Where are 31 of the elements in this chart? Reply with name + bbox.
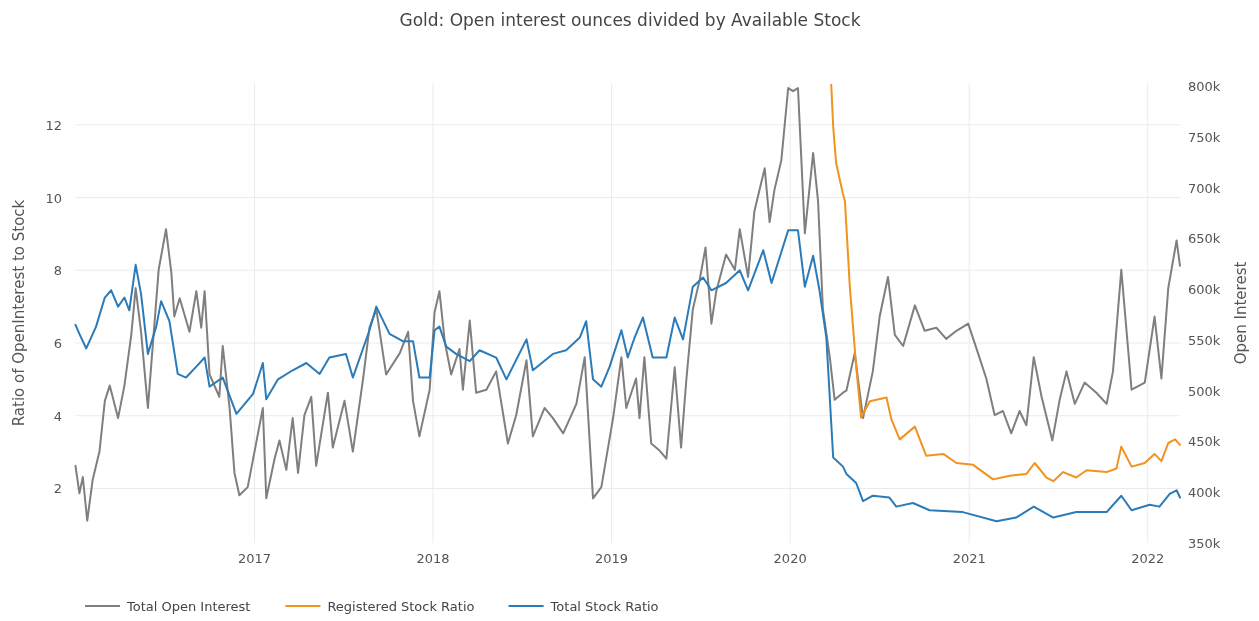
legend-label: Total Open Interest <box>126 599 251 614</box>
line-series <box>74 229 1181 523</box>
line-series <box>830 83 1181 483</box>
x-tick-label: 2021 <box>952 551 986 566</box>
y2-tick-label: 800k <box>1188 79 1221 95</box>
y-tick-label: 4 <box>53 408 62 424</box>
y2-tick-label: 450k <box>1188 434 1221 450</box>
y-tick-label: 12 <box>45 117 62 133</box>
y2-tick-label: 650k <box>1188 231 1221 247</box>
y2-axis-title: Open Interest <box>1232 261 1250 365</box>
x-tick-label: 2019 <box>595 551 629 566</box>
x-tick-label: 2017 <box>237 551 272 566</box>
x-tick-label: 2022 <box>1131 551 1165 566</box>
y2-tick-label: 600k <box>1188 282 1221 298</box>
y2-tick-label: 350k <box>1188 536 1221 551</box>
y2-tick-label: 500k <box>1188 383 1221 399</box>
y-tick-label: 6 <box>53 336 62 351</box>
x-tick-label: 2018 <box>416 551 450 566</box>
chart-title: Gold: Open interest ounces divided by Available Stock <box>399 10 861 30</box>
y2-tick-label: 750k <box>1188 129 1221 145</box>
y2-tick-label: 550k <box>1188 332 1221 348</box>
legend-label: Registered Stock Ratio <box>327 599 475 614</box>
y2-tick-label: 400k <box>1188 485 1221 501</box>
y2-tick-label: 700k <box>1188 180 1221 196</box>
y-tick-label: 2 <box>53 481 62 497</box>
x-tick-label: 2020 <box>773 551 807 566</box>
legend-label: Total Stock Ratio <box>549 599 659 614</box>
line-series <box>74 87 1181 522</box>
y-tick-label: 8 <box>53 263 62 279</box>
y-tick-label: 10 <box>45 190 62 206</box>
y-axis-title: Ratio of OpenInterest to Stock <box>10 199 28 427</box>
